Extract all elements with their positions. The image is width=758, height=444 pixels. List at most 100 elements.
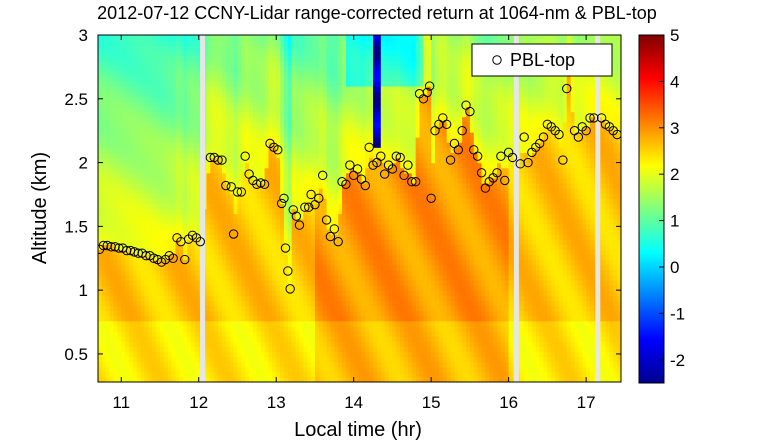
heatmap-cell bbox=[349, 356, 355, 363]
heatmap-cell bbox=[314, 366, 320, 373]
heatmap-cell bbox=[345, 300, 351, 307]
heatmap-cell bbox=[98, 264, 103, 271]
heatmap-cell bbox=[353, 208, 359, 215]
heatmap-cell bbox=[369, 300, 374, 307]
heatmap-cell bbox=[187, 137, 192, 143]
heatmap-cell bbox=[268, 121, 273, 128]
heatmap-cell bbox=[144, 346, 149, 352]
heatmap-cell bbox=[237, 269, 242, 276]
heatmap-cell bbox=[252, 152, 258, 159]
heatmap-cell bbox=[132, 285, 138, 291]
heatmap-cell bbox=[287, 198, 293, 204]
heatmap-cell bbox=[117, 300, 122, 307]
heatmap-cell bbox=[322, 325, 328, 332]
heatmap-cell bbox=[365, 91, 370, 97]
heatmap-cell bbox=[190, 198, 196, 204]
heatmap-cell bbox=[225, 330, 231, 337]
heatmap-cell bbox=[175, 346, 180, 352]
heatmap-cell bbox=[187, 330, 192, 337]
heatmap-cell bbox=[214, 40, 219, 46]
heatmap-cell bbox=[314, 208, 320, 215]
heatmap-cell bbox=[380, 290, 386, 296]
heatmap-cell bbox=[98, 106, 103, 113]
heatmap-cell bbox=[338, 75, 343, 82]
heatmap-cell bbox=[171, 131, 177, 138]
heatmap-cell bbox=[136, 177, 142, 184]
heatmap-cell bbox=[369, 96, 374, 102]
heatmap-cell bbox=[121, 121, 126, 128]
heatmap-cell bbox=[214, 325, 219, 332]
heatmap-cell bbox=[159, 86, 165, 92]
heatmap-cell bbox=[353, 35, 359, 41]
heatmap-cell bbox=[295, 274, 301, 281]
heatmap-cell bbox=[365, 106, 370, 113]
heatmap-cell bbox=[163, 361, 169, 368]
heatmap-cell bbox=[214, 177, 219, 184]
heatmap-cell bbox=[128, 131, 134, 138]
heatmap-cell bbox=[190, 310, 196, 317]
heatmap-cell bbox=[113, 213, 118, 220]
heatmap-cell bbox=[287, 116, 293, 123]
heatmap-cell bbox=[233, 341, 239, 347]
heatmap-cell bbox=[260, 40, 266, 46]
heatmap-cell bbox=[256, 65, 262, 72]
heatmap-cell bbox=[101, 341, 107, 347]
heatmap-cell bbox=[128, 137, 134, 143]
heatmap-cell bbox=[241, 234, 246, 240]
heatmap-cell bbox=[252, 249, 258, 256]
heatmap-cell bbox=[280, 239, 285, 245]
heatmap-cell bbox=[353, 167, 359, 174]
heatmap-cell bbox=[113, 80, 118, 87]
heatmap-cell bbox=[353, 376, 359, 382]
heatmap-cell bbox=[314, 264, 320, 271]
heatmap-cell bbox=[276, 228, 281, 235]
heatmap-cell bbox=[210, 152, 215, 159]
heatmap-cell bbox=[353, 264, 359, 271]
heatmap-cell bbox=[128, 45, 134, 51]
heatmap-cell bbox=[221, 157, 227, 164]
heatmap-cell bbox=[252, 300, 258, 307]
heatmap-cell bbox=[322, 315, 328, 322]
heatmap-cell bbox=[326, 259, 332, 266]
heatmap-cell bbox=[163, 182, 169, 189]
heatmap-cell bbox=[330, 330, 335, 337]
heatmap-cell bbox=[117, 75, 122, 82]
heatmap-cell bbox=[148, 264, 153, 271]
heatmap-cell bbox=[283, 70, 289, 77]
heatmap-cell bbox=[233, 376, 239, 382]
heatmap-cell bbox=[187, 121, 192, 128]
heatmap-cell bbox=[194, 310, 200, 317]
heatmap-cell bbox=[101, 35, 107, 41]
heatmap-cell bbox=[249, 157, 254, 164]
heatmap-cell bbox=[307, 376, 312, 382]
heatmap-cell bbox=[303, 305, 308, 312]
heatmap-cell bbox=[206, 40, 211, 46]
heatmap-cell bbox=[221, 346, 227, 352]
heatmap-cell bbox=[171, 55, 177, 62]
heatmap-cell bbox=[187, 356, 192, 363]
heatmap-cell bbox=[365, 137, 370, 143]
heatmap-cell bbox=[326, 279, 332, 286]
heatmap-cell bbox=[349, 239, 355, 245]
heatmap-cell bbox=[342, 264, 347, 271]
heatmap-cell bbox=[326, 111, 332, 118]
heatmap-cell bbox=[314, 295, 320, 301]
heatmap-cell bbox=[233, 60, 239, 67]
heatmap-cell bbox=[245, 152, 250, 159]
heatmap-cell bbox=[179, 330, 184, 337]
heatmap-cell bbox=[365, 75, 370, 82]
heatmap-cell bbox=[136, 40, 142, 46]
heatmap-cell bbox=[373, 177, 378, 184]
heatmap-cell bbox=[264, 70, 270, 77]
heatmap-cell bbox=[128, 80, 134, 87]
heatmap-cell bbox=[303, 351, 308, 358]
heatmap-cell bbox=[326, 65, 332, 72]
heatmap-cell bbox=[365, 101, 370, 108]
heatmap-cell bbox=[237, 320, 242, 327]
heatmap-cell bbox=[314, 177, 320, 184]
heatmap-cell bbox=[148, 213, 153, 220]
heatmap-cell bbox=[117, 106, 122, 113]
heatmap-cell bbox=[105, 65, 111, 72]
heatmap-cell bbox=[98, 86, 103, 92]
heatmap-cell bbox=[179, 198, 184, 204]
